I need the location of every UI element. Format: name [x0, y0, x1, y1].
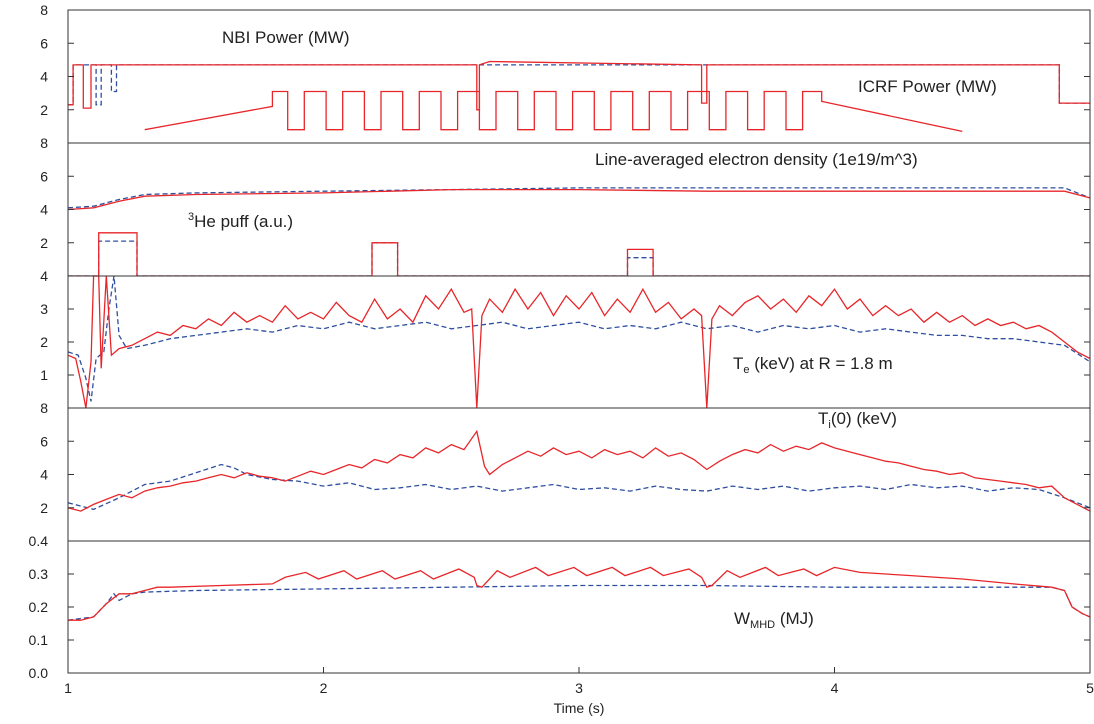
y-tick-label: 8: [40, 400, 48, 416]
x-tick-label: 5: [1086, 680, 1094, 696]
y-tick-label: 2: [40, 334, 48, 350]
series-line: [68, 429, 1090, 512]
annotation-text: Line-averaged electron density (1e19/m^3…: [595, 150, 918, 169]
annotation: NBI Power (MW): [222, 28, 350, 47]
series-line: [68, 276, 1090, 408]
series-line: [68, 463, 1090, 511]
annotation: 3He puff (a.u.): [188, 211, 293, 231]
series-line: [68, 584, 1090, 621]
x-tick-label: 2: [320, 680, 328, 696]
y-tick-label: 0.0: [29, 665, 49, 681]
series-line: [68, 240, 1090, 276]
series-line: [68, 566, 1090, 621]
y-tick-label: 4: [40, 467, 48, 483]
x-tick-label: 3: [575, 680, 583, 696]
y-tick-label: 4: [40, 69, 48, 85]
y-tick-label: 2: [40, 102, 48, 118]
annotation-text: He puff (a.u.): [194, 212, 293, 231]
annotation: Te (keV) at R = 1.8 m: [733, 354, 893, 376]
annotation-text: NBI Power (MW): [222, 28, 350, 47]
subscript: MHD: [750, 619, 775, 631]
annotation-text: (0) (keV): [831, 409, 897, 428]
series-line: [144, 90, 963, 133]
x-axis-label: Time (s): [554, 700, 605, 716]
superscript: 3: [188, 211, 194, 223]
subscript: i: [828, 419, 830, 431]
y-tick-label: 0.1: [29, 632, 49, 648]
panel-frame: [67, 142, 1091, 277]
y-tick-label: 0.4: [29, 533, 49, 549]
series-line: [68, 232, 1090, 276]
y-tick-label: 6: [40, 168, 48, 184]
series-line: [68, 188, 1090, 211]
annotation: ICRF Power (MW): [858, 77, 997, 96]
series-line: [68, 276, 1090, 402]
annotation-text: (keV) at R = 1.8 m: [750, 354, 893, 373]
y-tick-label: 0.3: [29, 566, 49, 582]
y-tick-label: 4: [40, 268, 48, 284]
x-tick-label: 1: [64, 680, 72, 696]
annotation-text: T: [818, 409, 828, 428]
y-tick-label: 8: [40, 2, 48, 18]
panel-frame: [67, 275, 1091, 409]
annotation: Ti(0) (keV): [818, 409, 897, 431]
panel-frame: [67, 540, 1091, 674]
y-tick-label: 8: [40, 135, 48, 151]
subscript: e: [743, 364, 749, 376]
y-tick-label: 6: [40, 433, 48, 449]
x-tick-label: 4: [831, 680, 839, 696]
annotation-text: ICRF Power (MW): [858, 77, 997, 96]
y-tick-label: 1: [40, 367, 48, 383]
annotation: Line-averaged electron density (1e19/m^3…: [595, 150, 918, 169]
annotation: WMHD (MJ): [734, 609, 814, 631]
annotation-text: T: [733, 354, 743, 373]
y-tick-label: 4: [40, 202, 48, 218]
y-tick-label: 2: [40, 500, 48, 516]
y-tick-label: 3: [40, 301, 48, 317]
y-tick-label: 6: [40, 35, 48, 51]
y-tick-label: 0.2: [29, 599, 49, 615]
annotation-text: (MJ): [775, 609, 814, 628]
annotation-text: W: [734, 609, 750, 628]
y-tick-label: 2: [40, 235, 48, 251]
